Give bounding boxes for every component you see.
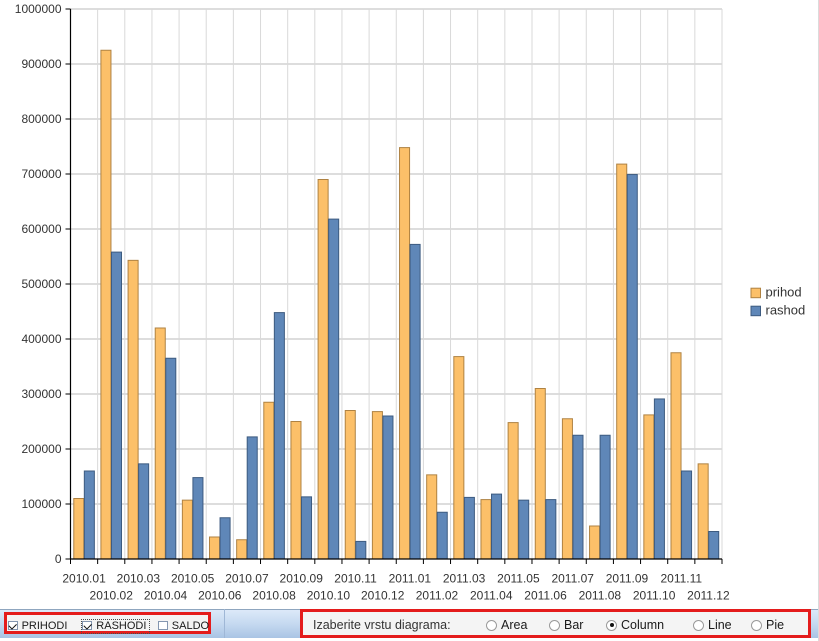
svg-text:prihod: prihod: [766, 285, 802, 300]
svg-text:2010.02: 2010.02: [90, 589, 134, 601]
svg-text:2011.01: 2011.01: [389, 572, 432, 586]
svg-text:2011.10: 2011.10: [633, 589, 676, 601]
svg-text:1000000: 1000000: [15, 2, 62, 16]
svg-text:2010.06: 2010.06: [198, 589, 242, 601]
svg-text:200000: 200000: [21, 442, 61, 456]
svg-text:2010.11: 2010.11: [334, 572, 377, 586]
svg-text:2011.06: 2011.06: [524, 589, 567, 601]
svg-text:2011.02: 2011.02: [416, 589, 459, 601]
svg-text:300000: 300000: [21, 387, 61, 401]
svg-text:2011.03: 2011.03: [443, 572, 486, 586]
svg-text:0: 0: [55, 552, 62, 566]
svg-text:2010.08: 2010.08: [252, 589, 296, 601]
svg-text:2010.03: 2010.03: [117, 572, 161, 586]
svg-text:2010.12: 2010.12: [361, 589, 405, 601]
svg-text:2011.05: 2011.05: [497, 572, 540, 586]
svg-text:100000: 100000: [21, 497, 61, 511]
svg-text:600000: 600000: [21, 222, 61, 236]
svg-text:2010.05: 2010.05: [171, 572, 215, 586]
svg-text:2010.07: 2010.07: [225, 572, 269, 586]
svg-text:700000: 700000: [21, 167, 61, 181]
svg-text:rashod: rashod: [766, 303, 806, 318]
svg-text:2011.09: 2011.09: [606, 572, 649, 586]
svg-text:2010.01: 2010.01: [62, 572, 106, 586]
svg-text:2010.09: 2010.09: [280, 572, 324, 586]
svg-text:400000: 400000: [21, 332, 61, 346]
svg-text:2011.11: 2011.11: [660, 572, 702, 586]
svg-text:2010.04: 2010.04: [144, 589, 188, 601]
svg-text:800000: 800000: [21, 112, 61, 126]
svg-text:900000: 900000: [21, 57, 61, 71]
svg-text:2010.10: 2010.10: [307, 589, 351, 601]
svg-text:2011.07: 2011.07: [551, 572, 594, 586]
svg-text:2011.08: 2011.08: [579, 589, 622, 601]
svg-text:2011.12: 2011.12: [687, 589, 730, 601]
svg-text:2011.04: 2011.04: [470, 589, 513, 601]
svg-text:500000: 500000: [21, 277, 61, 291]
